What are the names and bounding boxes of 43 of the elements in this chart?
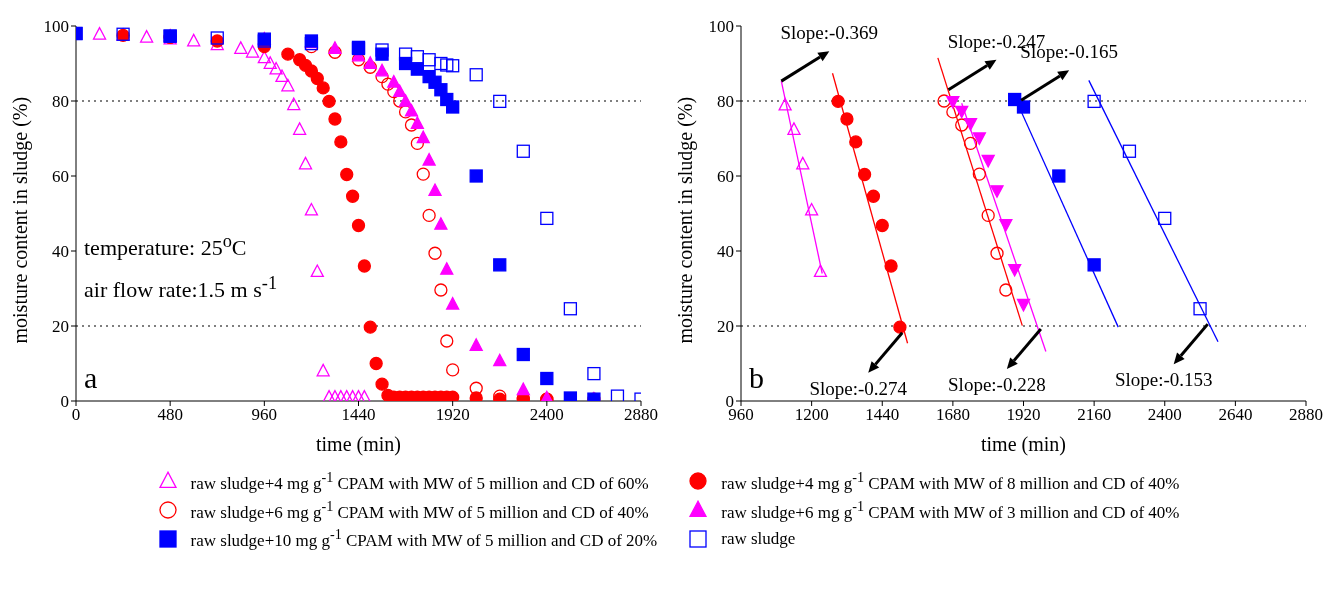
y-tick-label: 20 (717, 317, 734, 337)
y-tick-label: 100 (43, 17, 69, 37)
x-tick-label: 960 (251, 405, 278, 425)
x-tick-label: 2640 (1218, 405, 1253, 425)
x-axis-title: time (min) (316, 433, 401, 456)
legend-label: raw sludge+4 mg g$^{-1}$ CPAM with MW of 5 million and CD of 60% (190, 469, 649, 494)
x-tick-label: 1200 (794, 405, 829, 425)
annotation: b (749, 361, 764, 394)
legend-label: raw sludge+10 mg g$^{-1}$ CPAM with MW of 5 million and CD of 20% (190, 526, 658, 551)
y-axis-title: moisture content in sludge (%) (674, 96, 698, 344)
y-tick-label: 80 (52, 92, 69, 112)
legend-label: raw sludge+4 mg g$^{-1}$ CPAM with MW of 8 million and CD of 40% (721, 469, 1180, 494)
x-tick-label: 2880 (1289, 405, 1323, 425)
annotation: air flow rate:1.5 m s$^{-1}$ (84, 273, 278, 303)
x-tick-label: 1920 (435, 405, 470, 425)
y-tick-label: 80 (717, 92, 734, 112)
legend-label: raw sludge (721, 528, 796, 549)
annotation: Slope:-0.228 (948, 374, 1046, 395)
annotation: Slope:-0.153 (1114, 369, 1213, 391)
y-tick-label: 0 (60, 392, 69, 412)
x-tick-label: 1440 (865, 405, 900, 425)
x-tick-label: 2400 (1147, 405, 1182, 425)
y-tick-label: 40 (717, 242, 734, 262)
annotation: Slope:-0.274 (809, 377, 908, 399)
annotation: a (84, 361, 98, 394)
x-tick-label: 480 (157, 405, 183, 425)
y-tick-label: 100 (708, 17, 734, 37)
annotation: temperature: 25$^{o}$C (84, 231, 247, 261)
legend-label: raw sludge+6 mg g$^{-1}$ CPAM with MW of 5 million and CD of 40% (190, 497, 649, 523)
legend-label: raw sludge+6 mg g$^{-1}$ CPAM with MW of 3 million and CD of 40% (721, 497, 1180, 523)
x-tick-label: 2160 (1077, 405, 1112, 425)
x-tick-label: 1440 (341, 405, 376, 425)
y-tick-label: 60 (717, 167, 734, 187)
x-axis-title: time (min) (981, 433, 1066, 456)
x-tick-label: 1680 (935, 405, 970, 425)
x-tick-label: 1920 (1006, 405, 1041, 425)
x-tick-label: 2880 (624, 405, 658, 425)
x-tick-label: 2400 (529, 405, 564, 425)
y-tick-label: 20 (52, 317, 69, 337)
y-tick-label: 40 (52, 242, 69, 262)
y-tick-label: 60 (52, 167, 69, 187)
annotation: Slope:-0.369 (780, 22, 879, 44)
y-axis-title: moisture content in sludge (%) (9, 96, 33, 344)
